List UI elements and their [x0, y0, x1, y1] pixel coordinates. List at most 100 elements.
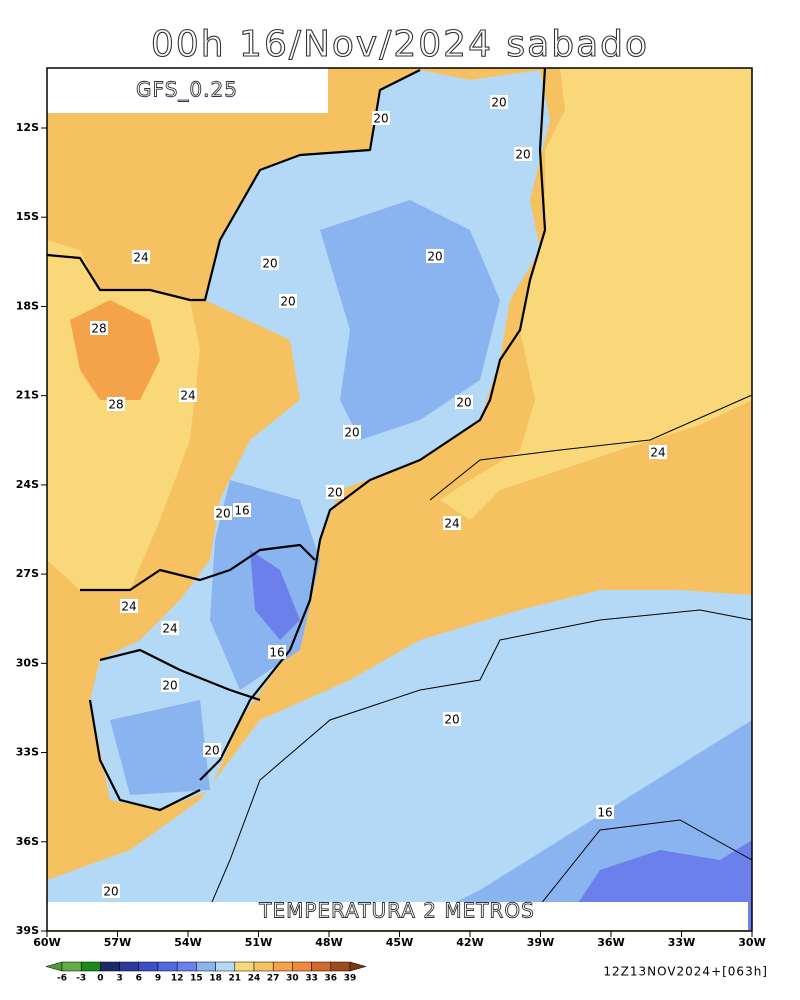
- contour-label-bg: [443, 516, 461, 530]
- contour-label-bg: [326, 485, 344, 499]
- ne-ocean-warm: [440, 68, 752, 520]
- colorbar-label: 9: [155, 974, 161, 984]
- map-title: 00h 16/Nov/2024 sabado: [151, 24, 649, 65]
- colorbar-segment: [196, 961, 216, 972]
- lat-label: 12S: [16, 121, 39, 134]
- contour-24-ocean: [429, 394, 753, 501]
- contour-label-bg: [132, 250, 150, 264]
- lat-label: 39S: [16, 924, 39, 937]
- coastline: [199, 67, 547, 781]
- colorbar-label: 12: [171, 974, 184, 984]
- run-info: 12Z13NOV2024+[063h]: [603, 965, 768, 979]
- contour-label-bg: [343, 425, 361, 439]
- colorbar-segment: [100, 961, 120, 972]
- footer-title: TEMPERATURA 2 METROS: [258, 899, 535, 923]
- contour-label: 20: [103, 885, 118, 899]
- colorbar-high-arrow: [349, 961, 367, 972]
- lat-label: 18S: [16, 299, 39, 312]
- lat-label: 33S: [16, 746, 39, 759]
- contour-label: 20: [162, 679, 177, 693]
- colorbar-segment: [253, 961, 274, 972]
- contour-label: 20: [280, 295, 295, 309]
- contour-label-bg: [161, 621, 179, 635]
- colorbar-segment: [61, 961, 82, 972]
- colorbar-label: 6: [136, 974, 142, 984]
- colorbar-segment: [311, 961, 332, 972]
- contour-label: 20: [515, 148, 530, 162]
- state-borders-2: [80, 543, 316, 592]
- lon-label: 48W: [315, 936, 342, 949]
- contour-label-bg: [426, 249, 444, 263]
- contour-label-bg: [261, 256, 279, 270]
- colorbar-label: 21: [229, 974, 242, 984]
- contour-label-bg: [102, 884, 120, 898]
- contour-label-bg: [90, 321, 108, 335]
- colorbar-segment: [215, 961, 236, 972]
- colorbar-segment: [234, 961, 255, 972]
- footer-box: [47, 902, 748, 930]
- colorbar-segment: [157, 961, 178, 972]
- contour-label: 16: [597, 806, 612, 820]
- country-border: [88, 699, 201, 812]
- contour-label: 24: [650, 446, 665, 460]
- colorbar-label: 18: [209, 974, 222, 984]
- contour-label: 24: [162, 622, 177, 636]
- contour-label: 20: [373, 112, 388, 126]
- contour-label-bg: [161, 678, 179, 692]
- colorbar-label: 36: [325, 974, 338, 984]
- contour-label: 24: [133, 251, 148, 265]
- lat-label: 30S: [16, 656, 39, 669]
- contour-label: 16: [234, 504, 249, 518]
- colorbar-label: 3: [116, 974, 122, 984]
- cooler-land: [320, 200, 500, 440]
- colorbar-label: 0: [97, 974, 103, 984]
- contour-label: 28: [108, 398, 123, 412]
- contour-label-bg: [279, 294, 297, 308]
- lon-label: 45W: [386, 936, 413, 949]
- contour-label-bg: [233, 503, 251, 517]
- colorbar-label: 15: [190, 974, 203, 984]
- contour-16-ocean: [519, 819, 753, 931]
- colorbar-low-arrow: [45, 961, 63, 972]
- contour-label: 24: [444, 517, 459, 531]
- contour-label-bg: [443, 712, 461, 726]
- contour-label: 20: [344, 426, 359, 440]
- lon-label: 33W: [668, 936, 695, 949]
- contour-label: 20: [491, 96, 506, 110]
- colorbar-label: 30: [286, 974, 299, 984]
- contour-label: 20: [262, 257, 277, 271]
- lat-label: 24S: [16, 478, 39, 491]
- lon-label: 54W: [174, 936, 201, 949]
- colorbar-label: 39: [344, 974, 357, 984]
- state-borders: [46, 69, 421, 302]
- contour-label: 20: [456, 396, 471, 410]
- lon-label: 57W: [104, 936, 131, 949]
- contour-label-bg: [179, 388, 197, 402]
- contour-label: 16: [269, 646, 284, 660]
- contour-label-bg: [490, 95, 508, 109]
- colorbar-segment: [330, 961, 351, 972]
- contour-label: 20: [204, 744, 219, 758]
- lon-label: 51W: [245, 936, 272, 949]
- contour-label: 20: [427, 250, 442, 264]
- lon-label: 60W: [33, 936, 60, 949]
- contour-label-bg: [107, 397, 125, 411]
- contour-label: 24: [121, 600, 136, 614]
- lat-label: 27S: [16, 567, 39, 580]
- lon-label: 42W: [456, 936, 483, 949]
- cooler-uruguay: [110, 700, 210, 795]
- model-box: [47, 68, 328, 113]
- colorbar-label: -6: [57, 974, 67, 984]
- coldest-land: [250, 550, 300, 640]
- colorbar-segment: [138, 961, 159, 972]
- model-label: GFS_0.25: [136, 78, 238, 102]
- contour-label: 24: [180, 389, 195, 403]
- contour-label-bg: [514, 147, 532, 161]
- lon-label: 36W: [597, 936, 624, 949]
- contour-label-bg: [120, 599, 138, 613]
- contour-label: 20: [215, 507, 230, 521]
- contour-label-bg: [214, 506, 232, 520]
- colorbar-label: 27: [267, 974, 280, 984]
- contour-label: 28: [91, 322, 106, 336]
